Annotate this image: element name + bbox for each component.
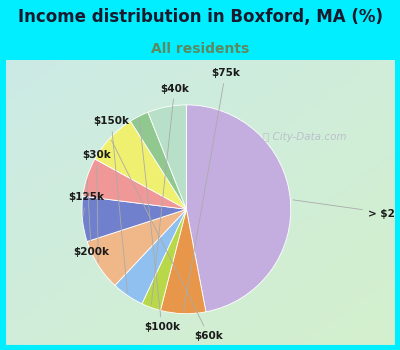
Text: $60k: $60k	[112, 140, 224, 341]
Wedge shape	[148, 105, 186, 209]
Text: $125k: $125k	[69, 193, 105, 216]
Text: $40k: $40k	[151, 84, 189, 305]
Text: ⓘ City-Data.com: ⓘ City-Data.com	[262, 132, 346, 142]
Text: > $200k: > $200k	[293, 200, 400, 219]
Wedge shape	[160, 209, 206, 314]
Wedge shape	[115, 209, 186, 304]
Wedge shape	[142, 209, 186, 310]
Wedge shape	[87, 209, 186, 285]
Wedge shape	[95, 121, 186, 209]
Wedge shape	[130, 112, 186, 209]
Text: $100k: $100k	[139, 119, 180, 332]
Text: $75k: $75k	[184, 68, 240, 311]
Text: $30k: $30k	[82, 150, 111, 262]
Text: $150k: $150k	[93, 116, 129, 293]
Text: $200k: $200k	[73, 180, 109, 257]
Wedge shape	[186, 105, 291, 312]
Wedge shape	[83, 159, 186, 209]
Text: Income distribution in Boxford, MA (%): Income distribution in Boxford, MA (%)	[18, 8, 382, 26]
Wedge shape	[82, 196, 186, 242]
Text: All residents: All residents	[151, 42, 249, 56]
